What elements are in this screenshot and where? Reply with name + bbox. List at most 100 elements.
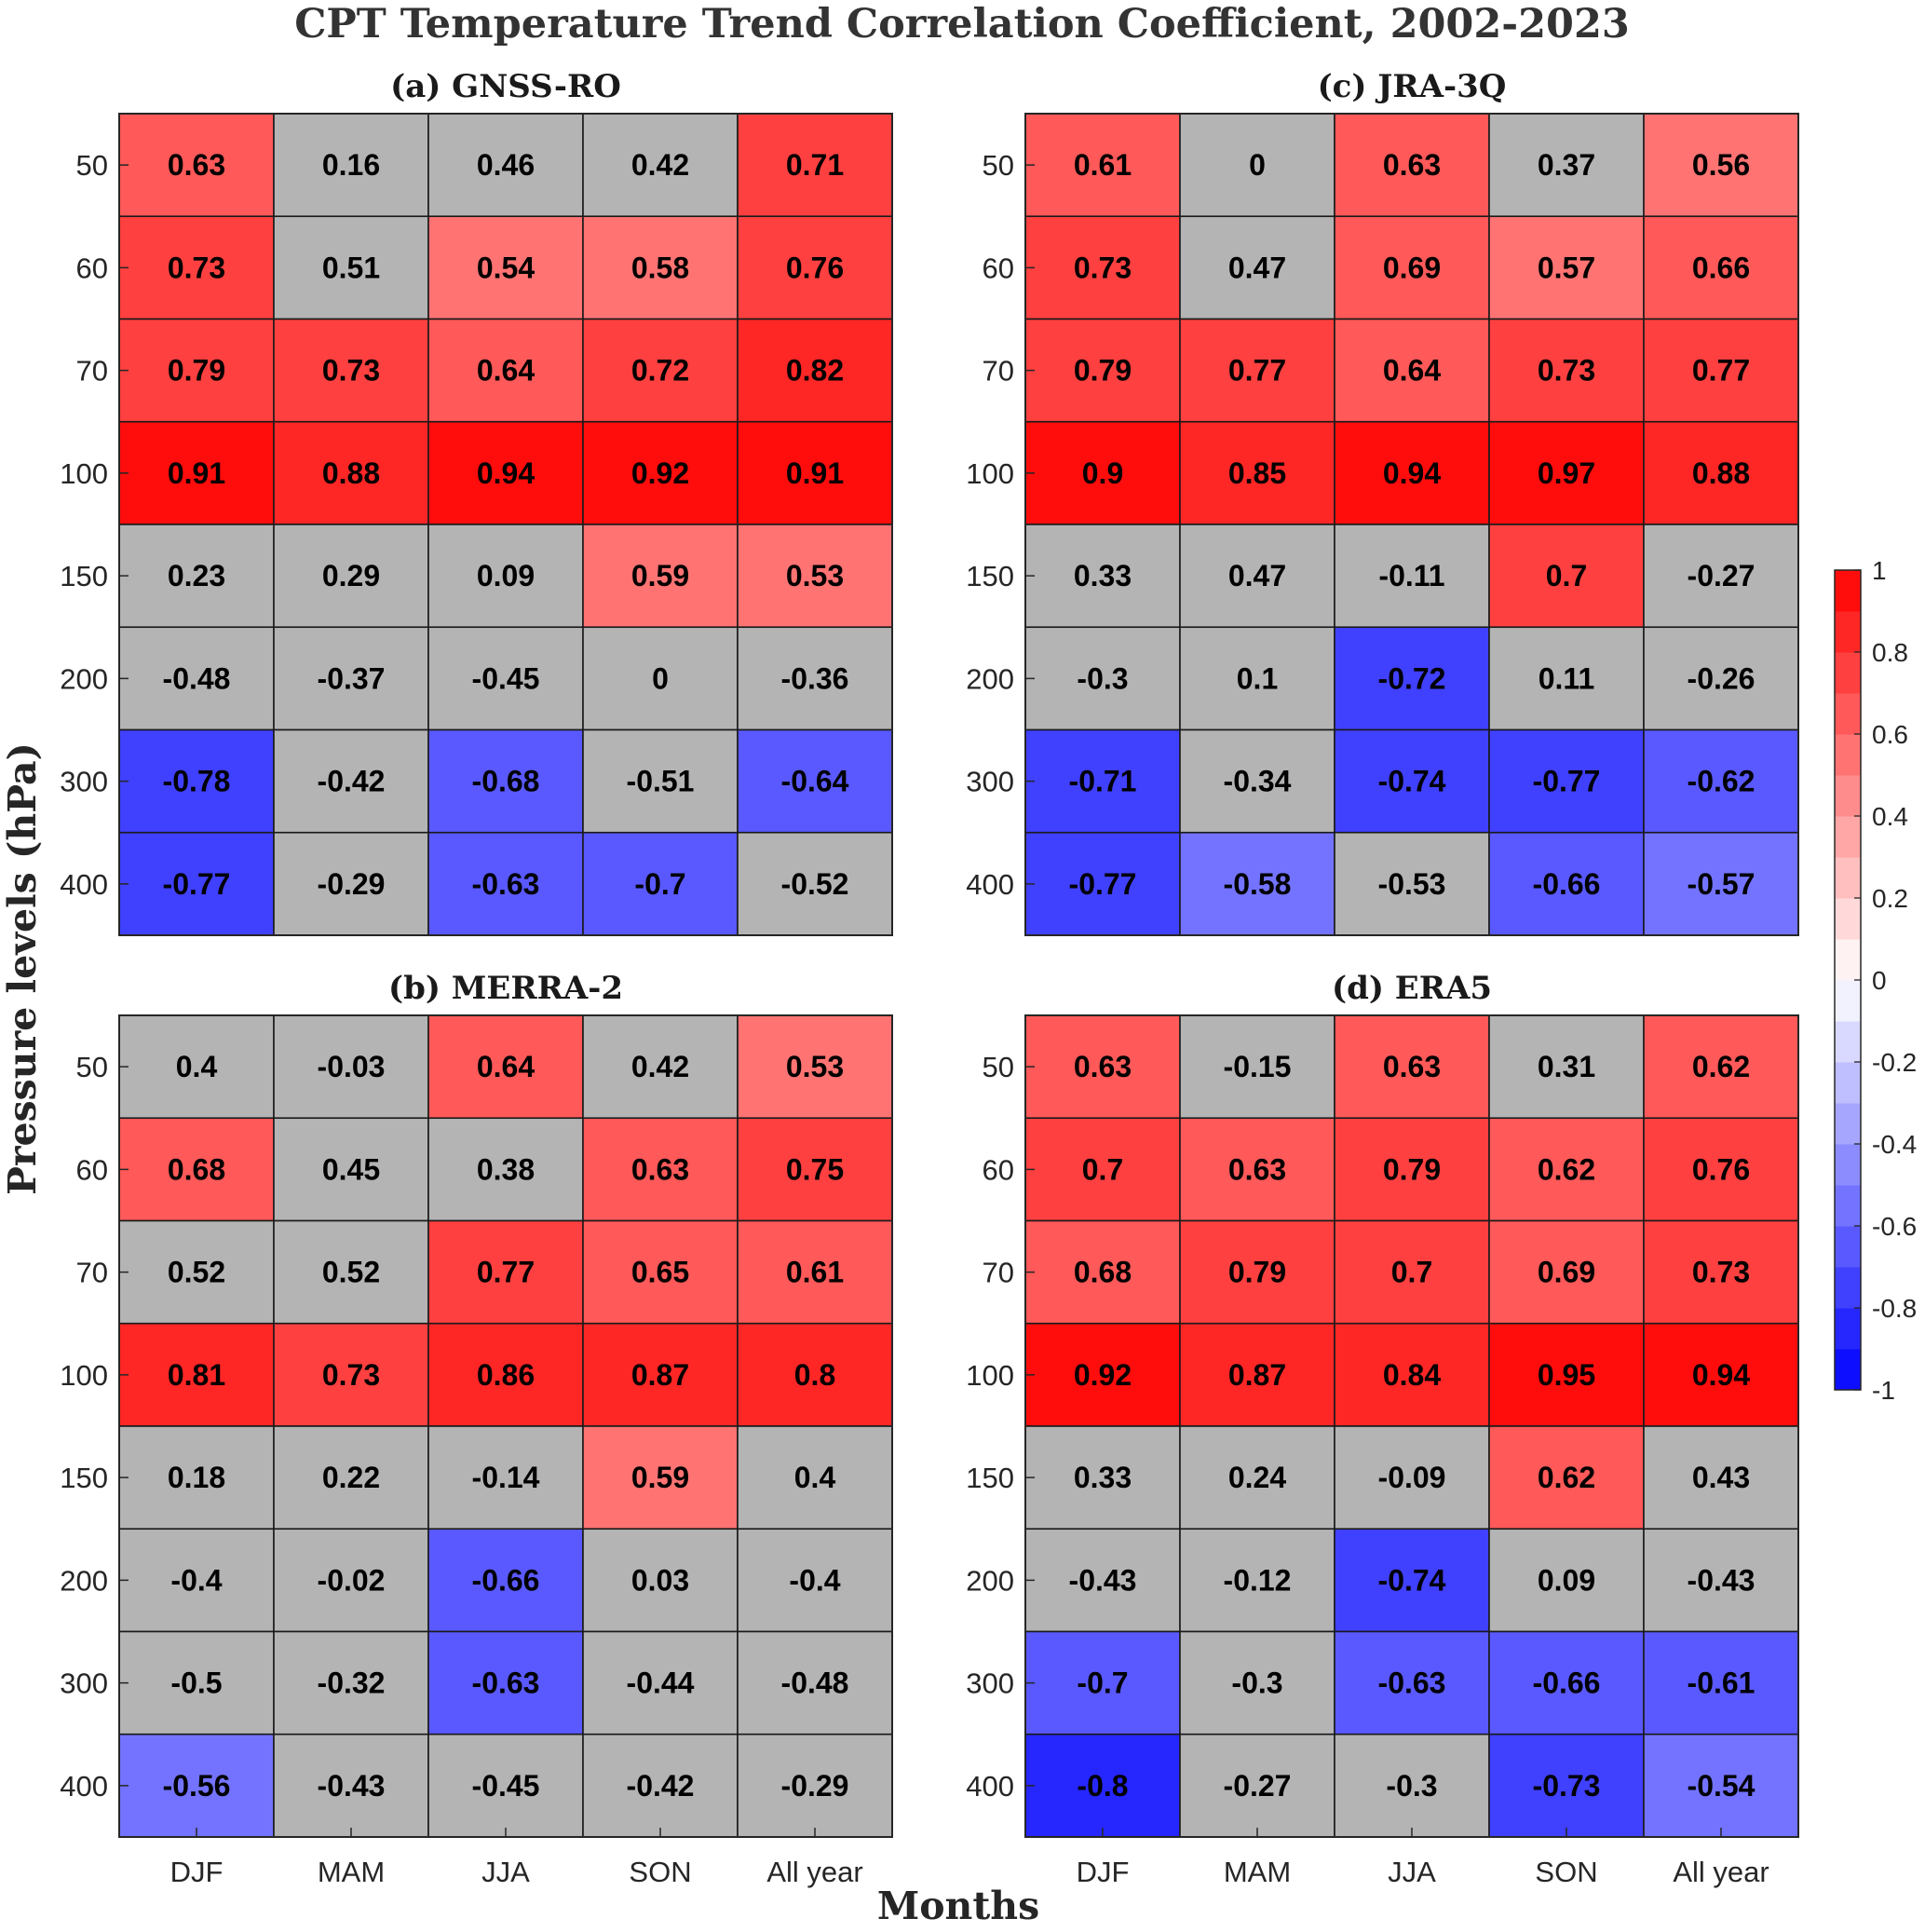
colorbar-tick-label: -0.8 [1872,1294,1917,1323]
cell-value-label: 0.69 [1538,1256,1595,1289]
cell-value-label: 0.71 [786,148,844,182]
cell-value-label: -0.61 [1688,1667,1756,1700]
cell-value-label: 0.29 [322,559,380,592]
heatmap-cell [1024,626,1181,731]
heatmap-cell [1024,1733,1181,1838]
heatmap-cell [1179,1630,1335,1735]
colorbar-tick-label: 1 [1872,556,1887,585]
cell-value-label: 0.65 [631,1256,689,1289]
y-axis-label: Pressure levels (hPa) [0,742,45,1195]
cell-value-label: -0.42 [318,765,386,798]
cell-value-label: -0.36 [781,661,849,695]
heatmap-cell [1334,1425,1490,1531]
heatmap-cell [118,831,275,936]
cell-value-label: -0.15 [1224,1050,1292,1083]
heatmap-cell [582,1425,739,1531]
panel-frame [1024,113,1799,936]
heatmap-cell [1488,1322,1645,1427]
cell-value-label: -0.7 [634,867,685,901]
heatmap-cell [582,1630,739,1735]
y-tick-label: 50 [983,1051,1014,1083]
heatmap-cell [427,1528,584,1633]
cell-value-label: -0.63 [472,867,540,901]
cell-value-label: 0.94 [1692,1358,1750,1392]
x-tick-label: All year [1673,1856,1769,1888]
figure-title: CPT Temperature Trend Correlation Coeffi… [294,1,1630,48]
heatmap-cell [582,831,739,936]
heatmap-cell [1179,1322,1335,1427]
cell-value-label: 0 [652,661,669,695]
heatmap-cell [1643,1219,1799,1325]
panel-4: (d) ERA5 0.63 -0.15 0.63 0.31 0.62 0.7 0.63 0.79… [966,970,1799,1888]
heatmap-cell [1488,1425,1645,1531]
cell-value-label: 0.94 [1383,456,1441,490]
cell-value-label: 0.38 [477,1152,535,1186]
heatmap-cell [1179,318,1335,423]
panel-frame [118,113,893,936]
heatmap-cell [1643,1733,1799,1838]
colorbar-segment [1835,652,1861,694]
heatmap-cell [1334,1630,1490,1735]
heatmap-cell [427,1117,584,1222]
heatmap-cell [427,831,584,936]
cell-value-label: 0.54 [477,251,535,284]
y-tick-label: 300 [60,1667,108,1700]
x-tick-label: DJF [170,1856,224,1888]
cell-value-label: 0.4 [794,1461,836,1494]
cell-value-label: -0.77 [163,867,231,901]
heatmap-cell [1334,1219,1490,1325]
cell-value-label: -0.42 [627,1769,695,1803]
heatmap-cell [737,728,893,834]
heatmap-cell [582,318,739,423]
heatmap-cell [582,113,739,218]
colorbar-segment [1835,693,1861,735]
cell-value-label: 0.77 [1228,354,1286,388]
colorbar-segment [1835,1144,1861,1186]
cell-value-label: -0.8 [1077,1769,1128,1803]
cell-value-label: 0.7 [1391,1256,1432,1289]
cell-value-label: 0.91 [786,456,844,490]
heatmap-cell [118,113,275,218]
cell-value-label: 0.62 [1692,1050,1750,1083]
cell-value-label: 0.52 [168,1256,225,1289]
cell-value-label: -0.68 [472,765,540,798]
heatmap-cell [118,215,275,320]
heatmap-cell [1024,318,1181,423]
heatmap-cell [427,1733,584,1838]
heatmap-cell [1488,1117,1645,1222]
y-tick-label: 150 [966,1462,1014,1494]
heatmap-cell [737,1733,893,1838]
heatmap-cell [427,1322,584,1427]
heatmap-cell [1024,728,1181,834]
y-tick-label: 60 [76,1153,108,1186]
cell-value-label: 0.47 [1228,559,1286,592]
panel-title: (b) MERRA-2 [388,970,623,1007]
cell-value-label: -0.48 [163,661,231,695]
y-tick-label: 100 [60,457,108,490]
heatmap-cell [737,1630,893,1735]
cell-value-label: 0.64 [1383,354,1441,388]
y-tick-label: 100 [966,1359,1014,1392]
cell-value-label: 0.53 [786,1050,844,1083]
cell-value-label: 0.63 [1383,148,1441,182]
y-tick-label: 50 [76,149,108,182]
y-tick-label: 200 [60,662,108,695]
cell-value-label: 0.79 [1228,1256,1286,1289]
cell-value-label: -0.02 [318,1563,386,1597]
cell-value-label: 0.91 [168,456,225,490]
x-tick-label: DJF [1077,1856,1130,1888]
cell-value-label: -0.78 [163,765,231,798]
y-tick-label: 300 [966,1667,1014,1700]
heatmap-cell [737,215,893,320]
y-tick-label: 200 [966,662,1014,695]
cell-value-label: 0.64 [477,1050,535,1083]
cell-value-label: -0.34 [1224,765,1292,798]
cell-value-label: -0.48 [781,1667,849,1700]
panel-1: (a) GNSS-RO 0.63 0.16 0.46 0.42 0.71 0.73 0.51 0… [60,68,893,936]
cell-value-label: -0.66 [472,1563,540,1597]
heatmap-cell [1024,215,1181,320]
cell-value-label: 0.22 [322,1461,380,1494]
heatmap-cell [1024,1630,1181,1735]
heatmap-cell [582,626,739,731]
heatmap-cell [273,626,429,731]
